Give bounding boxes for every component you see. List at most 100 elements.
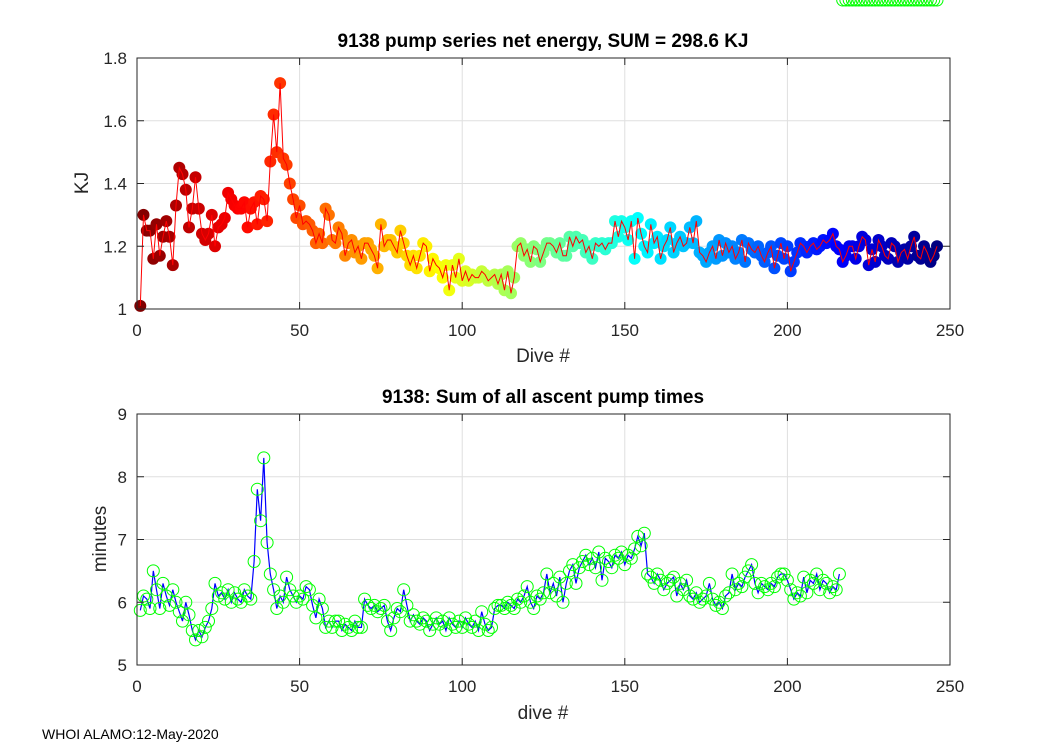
energy-x-tick-label: 200 — [773, 321, 801, 340]
pump-time-data-point — [790, 586, 804, 600]
pump-time-data-point — [166, 583, 180, 597]
pump-time-data-point — [728, 583, 742, 597]
pump-time-data-point — [475, 605, 489, 619]
pump-time-data-point — [403, 614, 417, 628]
pump-time-data-point — [354, 620, 368, 634]
pump-time-data-point — [563, 564, 576, 578]
pump-time-data-point — [615, 545, 628, 559]
pump-time-y-tick-label: 9 — [118, 405, 127, 424]
pump-time-data-point — [195, 630, 209, 644]
pump-time-data-point — [836, 0, 850, 7]
pump-time-data-point — [254, 514, 268, 528]
pump-time-data-point — [494, 598, 508, 612]
pump-time-data-point — [247, 555, 261, 568]
pump-time-data-point — [735, 580, 749, 594]
pump-time-data-point — [845, 0, 859, 7]
pump-time-data-point — [819, 576, 833, 590]
pump-time-data-point — [224, 595, 238, 609]
pump-time-data-point — [800, 586, 814, 600]
pump-time-data-point — [888, 0, 902, 7]
pump-time-data-point — [367, 598, 381, 612]
pump-time-data-point — [628, 542, 642, 556]
pump-time-data-point — [543, 586, 557, 600]
pump-time-data-point — [322, 614, 336, 628]
energy-series — [134, 77, 943, 312]
pump-time-data-point — [777, 567, 791, 581]
energy-ticks: 0 50 100 150 200 250 1 1.2 1.4 1.6 1.8 — [103, 49, 964, 340]
pump-time-data-point — [410, 614, 424, 628]
pump-time-data-point — [911, 0, 924, 7]
pump-time-data-point — [179, 595, 193, 609]
pump-time-data-point — [455, 620, 469, 634]
pump-time-data-point — [745, 558, 759, 572]
pump-time-data-point — [351, 620, 365, 634]
pump-time-data-point — [771, 570, 785, 584]
energy-y-tick-label: 1.6 — [103, 112, 127, 131]
pump-time-data-point — [930, 0, 944, 7]
pump-time-data-point — [699, 589, 713, 603]
pump-time-y-tick-label: 8 — [118, 468, 127, 487]
energy-x-tick-label: 100 — [448, 321, 476, 340]
pump-time-data-point — [192, 624, 206, 637]
pump-time-data-point — [172, 605, 186, 619]
pump-time-data-point — [582, 558, 596, 572]
pump-time-data-point — [832, 567, 846, 581]
pump-time-data-point — [758, 580, 772, 594]
pump-time-data-point — [589, 561, 602, 575]
pump-time-data-point — [198, 620, 212, 634]
pump-time-data-point — [377, 598, 391, 612]
pump-time-data-point — [540, 567, 554, 581]
pump-time-data-point — [143, 602, 157, 615]
pump-time-data-point — [309, 611, 323, 625]
pump-time-data-point — [797, 570, 811, 584]
pump-time-data-point — [894, 0, 908, 7]
pump-time-data-point — [358, 592, 372, 606]
pump-time-data-point — [146, 564, 160, 578]
pump-time-data-point — [156, 576, 170, 590]
pump-time-data-point — [289, 595, 303, 609]
pump-time-data-point — [631, 529, 645, 543]
pump-time-x-tick-label: 50 — [290, 677, 309, 696]
pump-time-series — [133, 0, 944, 647]
energy-y-tick-label: 1 — [118, 300, 127, 319]
pump-time-data-point — [413, 617, 427, 631]
pump-time-data-point — [829, 583, 843, 597]
pump-time-y-axis-label: minutes — [90, 506, 111, 573]
pump-time-data-point — [852, 0, 866, 7]
pump-time-data-point — [514, 595, 528, 609]
pump-time-x-tick-label: 100 — [448, 677, 476, 696]
pump-time-data-point — [390, 602, 404, 615]
pump-time-data-point — [332, 614, 346, 628]
pump-time-data-point — [793, 589, 807, 603]
pump-time-data-point — [872, 0, 885, 7]
energy-x-axis-label: Dive # — [516, 346, 570, 367]
pump-time-data-point — [878, 0, 892, 7]
pump-time-data-point — [891, 0, 905, 7]
pump-time-data-point — [374, 602, 388, 615]
pump-time-data-point — [169, 595, 183, 609]
pump-time-data-point — [345, 624, 359, 637]
pump-time-data-point — [842, 0, 856, 7]
pump-time-data-point — [686, 592, 700, 606]
pump-time-data-point — [865, 0, 879, 7]
pump-time-data-point — [237, 583, 251, 597]
pump-time-data-point — [361, 598, 375, 612]
pump-time-data-point — [364, 602, 378, 615]
pump-time-data-point — [328, 614, 342, 628]
pump-time-data-point — [406, 608, 420, 622]
pump-time-data-point — [881, 0, 895, 7]
pump-time-data-point — [511, 592, 524, 606]
pump-time-data-point — [283, 583, 297, 597]
pump-time-data-point — [569, 576, 583, 590]
pump-time-data-point — [901, 0, 915, 7]
pump-time-data-point — [429, 611, 443, 625]
energy-x-tick-label: 150 — [611, 321, 639, 340]
pump-time-data-point — [459, 611, 472, 625]
pump-time-data-point — [231, 592, 245, 606]
pump-time-data-point — [315, 602, 329, 615]
pump-time-data-point — [436, 614, 450, 628]
pump-time-data-point — [787, 592, 801, 606]
pump-time-data-point — [858, 0, 872, 7]
pump-time-data-point — [280, 570, 294, 584]
